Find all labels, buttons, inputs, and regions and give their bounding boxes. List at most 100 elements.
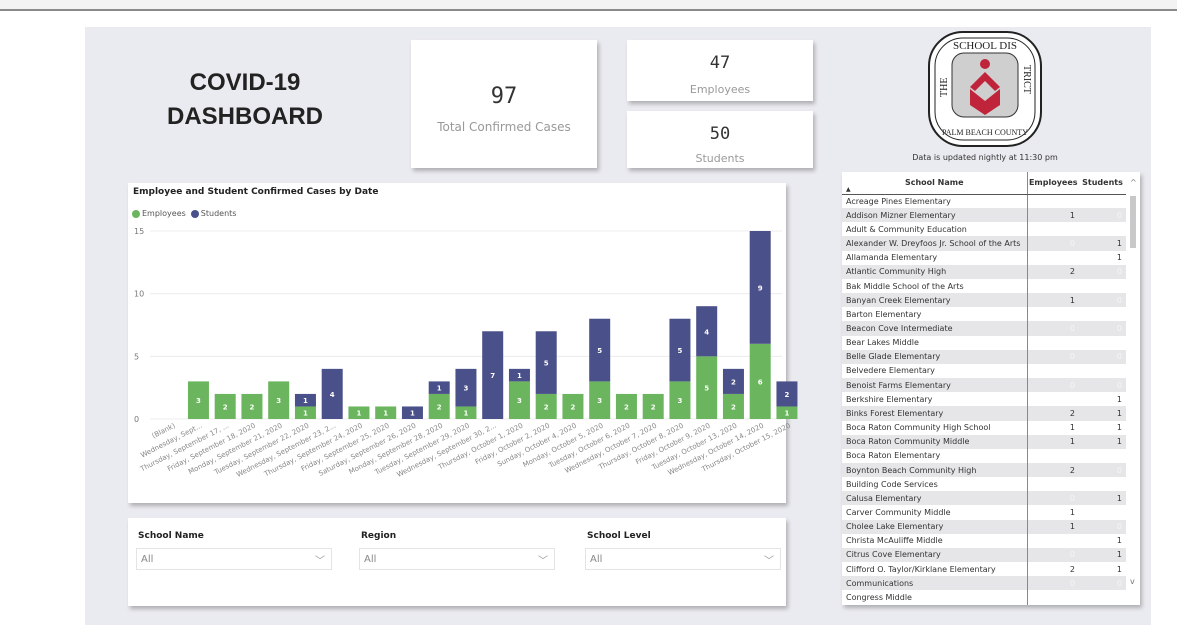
bar-students[interactable]	[455, 368, 477, 407]
table-row[interactable]: Boynton Beach Community High 2 0	[842, 462, 1126, 478]
school-name-cell: Boynton Beach Community High	[842, 462, 1028, 478]
table-row[interactable]: Addison Mizner Elementary 1 0	[842, 208, 1126, 223]
bar-students[interactable]	[589, 318, 611, 382]
bar-employees[interactable]	[642, 393, 664, 419]
table-row[interactable]: Beacon Cove Intermediate 0 0	[842, 321, 1126, 336]
data-label: 2	[731, 378, 736, 386]
table-row[interactable]: Berkshire Elementary 1	[842, 392, 1126, 407]
col-header-school-name[interactable]: School Name ▲	[842, 172, 1028, 195]
data-label: 1	[303, 410, 308, 418]
table-row[interactable]: Acreage Pines Elementary	[842, 194, 1126, 209]
col-header-employees[interactable]: Employees	[1027, 172, 1079, 195]
table-row[interactable]: Adult & Community Education	[842, 222, 1126, 237]
bar-employees[interactable]	[589, 381, 611, 419]
table-row[interactable]: Banyan Creek Elementary 1 0	[842, 293, 1126, 308]
bar-employees[interactable]	[455, 406, 477, 419]
bar-students[interactable]	[776, 381, 798, 407]
bar-students[interactable]	[401, 406, 423, 419]
chevron-down-icon: ﹀	[538, 556, 548, 567]
legend-students[interactable]: Students	[200, 209, 237, 218]
table-row[interactable]: Allamanda Elementary 1	[842, 250, 1126, 265]
col-header-students[interactable]: Students	[1079, 172, 1126, 195]
table-row[interactable]: Communications 0 0	[842, 576, 1126, 591]
data-label: 1	[357, 410, 362, 418]
table-row[interactable]: Christa McAuliffe Middle 1	[842, 533, 1126, 548]
bar-students[interactable]	[294, 393, 316, 407]
table-row[interactable]: Atlantic Community High 2 0	[842, 264, 1126, 279]
scrollbar-thumb[interactable]	[1130, 196, 1136, 248]
bar-employees[interactable]	[615, 393, 637, 419]
bar-employees[interactable]	[669, 381, 691, 419]
bar-employees[interactable]	[375, 406, 397, 419]
scroll-up-icon[interactable]: ^	[1130, 178, 1137, 187]
bar-employees[interactable]	[562, 393, 584, 419]
filter-dropdown[interactable]: All ﹀	[359, 548, 555, 570]
bar-employees[interactable]	[348, 406, 370, 419]
bar-employees[interactable]	[214, 393, 236, 419]
bar-employees[interactable]	[428, 393, 450, 419]
table-row[interactable]: Boca Raton Community Middle 1 1	[842, 434, 1126, 449]
bar-employees[interactable]	[696, 356, 718, 419]
employees-cell	[1027, 364, 1079, 378]
bar-students[interactable]	[722, 368, 744, 394]
bar-students[interactable]	[428, 381, 450, 394]
bar-employees[interactable]	[241, 393, 263, 419]
bar-students[interactable]	[482, 331, 504, 419]
table-row[interactable]: Carver Community Middle 1	[842, 505, 1126, 520]
table-row[interactable]: Benoist Farms Elementary 0 0	[842, 378, 1126, 393]
table-row[interactable]: Belvedere Elementary	[842, 363, 1126, 379]
bar-employees[interactable]	[776, 406, 798, 419]
students-cell: 0	[1079, 264, 1126, 279]
table-row[interactable]: Boca Raton Community High School 1 1	[842, 420, 1126, 435]
bar-students[interactable]	[508, 368, 530, 382]
data-label: 5	[597, 347, 602, 355]
bar-employees[interactable]	[749, 343, 771, 419]
table-row[interactable]: Congress Middle	[842, 590, 1126, 605]
bar-students[interactable]	[749, 231, 771, 344]
table-row[interactable]: Barton Elementary	[842, 307, 1126, 322]
bar-employees[interactable]	[722, 393, 744, 419]
data-updated-note: Data is updated nightly at 11:30 pm	[912, 153, 1058, 162]
table-row[interactable]: Calusa Elementary 0 1	[842, 491, 1126, 506]
table-row[interactable]: Belle Glade Elementary 0 0	[842, 349, 1126, 364]
data-label: 3	[517, 397, 522, 405]
students-cell	[1079, 307, 1126, 321]
table-row[interactable]: Bear Lakes Middle	[842, 335, 1126, 350]
students-cell: 0	[1079, 519, 1126, 534]
total-cases-card: 97 Total Confirmed Cases	[411, 40, 597, 168]
employees-cell	[1027, 222, 1079, 236]
table-scrollbar[interactable]: ^ v	[1127, 172, 1140, 605]
table-row[interactable]: Clifford O. Taylor/Kirklane Elementary 2 1	[842, 562, 1126, 577]
table-row[interactable]: Alexander W. Dreyfoos Jr. School of the …	[842, 236, 1126, 251]
bar-employees[interactable]	[187, 381, 209, 419]
students-cell: 1	[1079, 236, 1126, 251]
table-row[interactable]: Citrus Cove Elementary 0 1	[842, 547, 1126, 563]
students-cell	[1079, 505, 1126, 519]
bar-students[interactable]	[535, 331, 557, 394]
filter-dropdown[interactable]: All ﹀	[585, 548, 781, 570]
data-label: 3	[276, 397, 281, 405]
employees-cell: 2	[1069, 564, 1075, 574]
school-name-cell: Congress Middle	[842, 590, 1028, 605]
bar-employees[interactable]	[294, 406, 316, 419]
bar-students[interactable]	[321, 368, 343, 419]
filter-dropdown[interactable]: All ﹀	[136, 548, 332, 570]
school-name-cell: Binks Forest Elementary	[842, 406, 1028, 421]
table-row[interactable]: Cholee Lake Elementary 1 0	[842, 519, 1126, 534]
scroll-down-icon[interactable]: v	[1130, 577, 1135, 586]
employees-cell	[1027, 336, 1079, 350]
bar-employees[interactable]	[508, 381, 530, 419]
legend-employees[interactable]: Employees	[142, 209, 186, 218]
sort-ascending-icon[interactable]: ▲	[846, 185, 851, 193]
table-row[interactable]: Bak Middle School of the Arts	[842, 278, 1126, 294]
students-cell	[1079, 279, 1126, 293]
data-label: 3	[597, 397, 602, 405]
table-row[interactable]: Boca Raton Elementary	[842, 448, 1126, 463]
bar-students[interactable]	[669, 318, 691, 382]
filter-label: Region	[361, 531, 397, 541]
table-row[interactable]: Binks Forest Elementary 2 1	[842, 406, 1126, 421]
bar-employees[interactable]	[535, 393, 557, 419]
bar-employees[interactable]	[268, 381, 290, 419]
table-row[interactable]: Building Code Services	[842, 477, 1126, 492]
bar-students[interactable]	[696, 306, 718, 357]
